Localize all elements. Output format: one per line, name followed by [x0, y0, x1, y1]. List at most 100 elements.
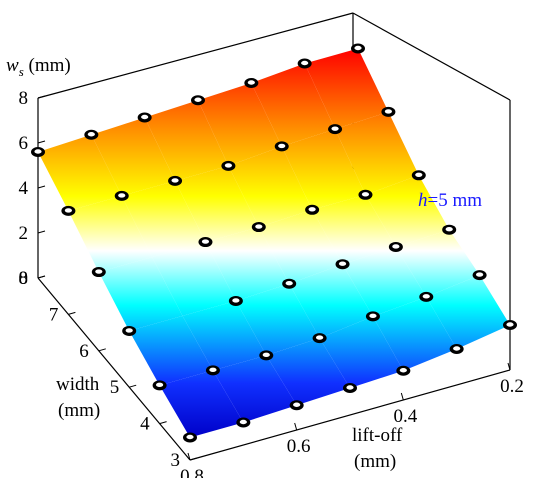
- data-point: [152, 380, 167, 391]
- data-point: [289, 400, 304, 411]
- width-tick-mark: [68, 311, 76, 315]
- marker-inner: [506, 322, 514, 327]
- surface-patch: [175, 165, 259, 243]
- width-tick-label: 3: [171, 450, 181, 471]
- surface-patch: [372, 296, 457, 371]
- marker-inner: [209, 367, 217, 373]
- surface-patch: [159, 370, 244, 438]
- width-tick-mark: [189, 457, 198, 461]
- width-axis-label: width: [56, 374, 100, 395]
- z-tick-mark: [37, 140, 46, 144]
- annotation-italic: h: [418, 190, 428, 211]
- marker-inner: [118, 193, 126, 198]
- marker-inner: [87, 132, 95, 137]
- marker-inner: [445, 227, 453, 232]
- width-tick-label: 6: [79, 341, 89, 362]
- liftoff-tick-mark: [507, 362, 511, 371]
- surface-patch: [198, 83, 282, 166]
- marker-inner: [285, 281, 293, 286]
- marker-inner: [125, 328, 133, 333]
- surface-patch: [98, 257, 183, 331]
- data-point: [365, 311, 380, 322]
- data-point: [84, 129, 99, 140]
- z-tick-label: 4: [19, 178, 29, 199]
- z-tick-mark: [37, 185, 46, 189]
- marker-inner: [239, 419, 247, 425]
- z-tick-mark: [37, 95, 46, 99]
- surface-patch: [365, 175, 450, 247]
- liftoff-axis-unit: (mm): [354, 451, 396, 472]
- surface-patch: [304, 48, 389, 130]
- z-ticks: 0 2 4 6 8: [19, 88, 46, 289]
- marker-inner: [34, 149, 42, 154]
- data-point: [221, 160, 236, 171]
- back-top-edge: [37, 12, 354, 99]
- surface-patch: [342, 246, 427, 317]
- data-point: [419, 291, 434, 302]
- surface-patch: [235, 283, 320, 356]
- marker-inner: [278, 143, 286, 149]
- surface-patch: [426, 275, 510, 349]
- data-point: [343, 383, 357, 393]
- marker-inner: [476, 272, 484, 277]
- data-point: [183, 432, 197, 443]
- surface-patch: [129, 315, 213, 386]
- data-markers: [31, 43, 517, 443]
- data-point: [312, 333, 327, 344]
- z-tick-label: 0: [19, 268, 29, 289]
- marker-inner: [255, 224, 263, 229]
- data-point: [251, 222, 266, 233]
- marker-inner: [224, 163, 232, 168]
- data-point: [205, 365, 220, 376]
- width-tick-label: 5: [110, 377, 120, 398]
- data-point: [381, 106, 396, 117]
- width-tick-label: 8: [19, 268, 29, 289]
- z-tick-label: 8: [19, 88, 29, 109]
- width-axis-line: [37, 277, 191, 461]
- data-point: [91, 267, 106, 278]
- liftoff-tick-mark: [400, 392, 404, 401]
- liftoff-tick-mark: [187, 452, 191, 461]
- data-point: [396, 365, 411, 376]
- surface-patch: [335, 111, 419, 195]
- data-point: [411, 170, 426, 181]
- surface-patch: [319, 316, 404, 388]
- marker-inner: [415, 172, 423, 177]
- marker-inner: [384, 109, 392, 114]
- data-point: [236, 417, 251, 428]
- data-point: [168, 175, 183, 186]
- surface-patch: [182, 300, 267, 371]
- z-axis-label: ws (mm): [6, 55, 71, 79]
- surface-patch: [205, 227, 290, 301]
- data-point: [503, 320, 517, 330]
- data-point: [244, 78, 259, 88]
- marker-inner: [156, 382, 164, 388]
- marker-inner: [301, 60, 309, 66]
- surface-patch: [144, 100, 229, 181]
- marker-inner: [232, 298, 240, 303]
- data-point: [61, 205, 76, 216]
- data-point: [388, 241, 403, 252]
- data-point: [282, 278, 297, 289]
- z-tick-mark: [37, 230, 46, 234]
- liftoff-axis-line: [189, 369, 511, 461]
- surface-patch: [212, 355, 297, 423]
- data-point: [228, 295, 243, 306]
- liftoff-ticks: 0.8 0.6 0.4 0.2: [180, 362, 524, 478]
- surface-patch: [68, 195, 153, 273]
- data-point: [259, 350, 274, 361]
- data-point: [442, 224, 457, 235]
- right-top-edge: [352, 12, 511, 101]
- surface-patch: [121, 180, 206, 258]
- width-tick-label: 7: [49, 304, 59, 325]
- data-point: [328, 124, 343, 135]
- liftoff-tick-label: 0.8: [180, 466, 204, 478]
- data-point: [114, 190, 129, 201]
- liftoff-tick-label: 0.4: [393, 406, 417, 427]
- data-point: [305, 204, 320, 215]
- surface-patch: [228, 146, 313, 228]
- surface-patch: [395, 229, 480, 297]
- marker-inner: [369, 313, 377, 319]
- marker-inner: [399, 368, 407, 373]
